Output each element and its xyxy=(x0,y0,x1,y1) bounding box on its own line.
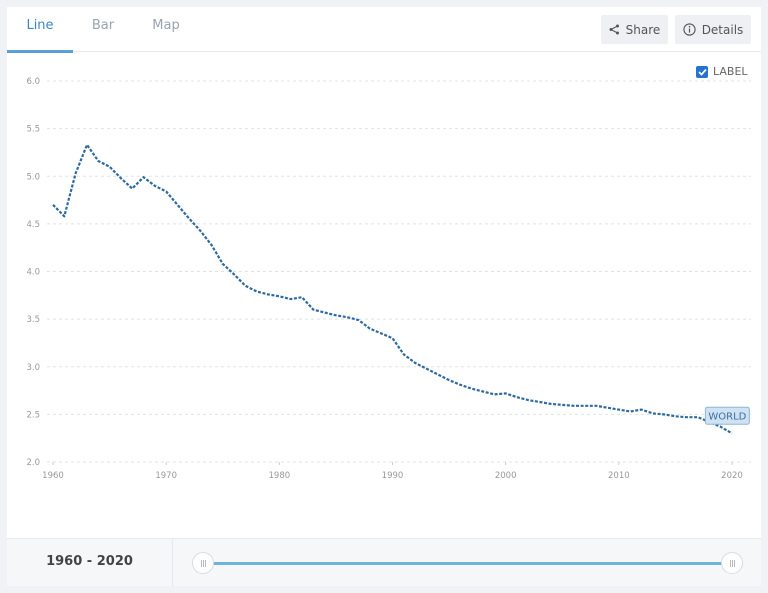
y-tick-label: 5.0 xyxy=(26,172,40,182)
y-tick-label: 3.5 xyxy=(26,315,40,325)
series-end-label-box xyxy=(704,406,750,425)
x-tick-label: 2020 xyxy=(721,471,743,481)
chart-type-tabs: Line Bar Map Share Details xyxy=(7,7,761,53)
year-range-footer: 1960 - 2020 xyxy=(7,538,761,587)
year-range-label: 1960 - 2020 xyxy=(7,539,173,587)
y-tick-label: 6.0 xyxy=(26,77,40,87)
details-label: Details xyxy=(701,22,744,37)
x-tick-label: 1980 xyxy=(269,471,291,481)
details-button[interactable]: Details xyxy=(675,15,751,44)
y-tick-label: 3.0 xyxy=(26,363,40,373)
grip-icon xyxy=(729,559,735,567)
label-toggle[interactable]: LABEL xyxy=(696,65,748,78)
x-tick-label: 1970 xyxy=(155,471,177,481)
series-line-world[interactable] xyxy=(52,143,733,435)
chart-plot: 2.0 2.5 3.0 3.5 4.0 4.5 5.0 5.5 6.0 1960 1970 1980 1… xyxy=(26,77,751,481)
x-tick-label: 1960 xyxy=(42,471,64,481)
y-tick-label: 2.5 xyxy=(26,410,40,420)
slider-handle-start[interactable] xyxy=(192,552,214,574)
chart-card: Line Bar Map Share Details LABEL 2.0 2.5 3… xyxy=(7,7,761,587)
label-toggle-text: LABEL xyxy=(713,65,748,78)
line-chart: 2.0 2.5 3.0 3.5 4.0 4.5 5.0 5.5 6.0 1960 1970 1980 1… xyxy=(7,52,761,538)
check-icon xyxy=(697,68,707,76)
x-tick-label: 2010 xyxy=(608,471,630,481)
label-checkbox[interactable] xyxy=(696,65,708,78)
slider-handle-end[interactable] xyxy=(721,552,743,574)
tab-line[interactable]: Line xyxy=(7,7,73,53)
x-tick-label: 2000 xyxy=(495,471,517,481)
y-tick-label: 5.5 xyxy=(26,125,40,135)
series-end-label: WORLD xyxy=(708,412,746,423)
year-range-slider-track[interactable] xyxy=(206,562,734,565)
y-tick-label: 4.5 xyxy=(26,220,40,230)
tab-bar[interactable]: Bar xyxy=(91,18,115,33)
info-icon xyxy=(683,23,696,36)
share-icon xyxy=(609,24,619,35)
tab-map[interactable]: Map xyxy=(152,18,180,33)
grip-icon xyxy=(200,559,206,567)
y-tick-label: 4.0 xyxy=(26,268,40,278)
share-label: Share xyxy=(625,22,661,37)
share-button[interactable]: Share xyxy=(601,15,668,44)
x-tick-label: 1990 xyxy=(382,471,404,481)
y-tick-label: 2.0 xyxy=(26,458,40,468)
